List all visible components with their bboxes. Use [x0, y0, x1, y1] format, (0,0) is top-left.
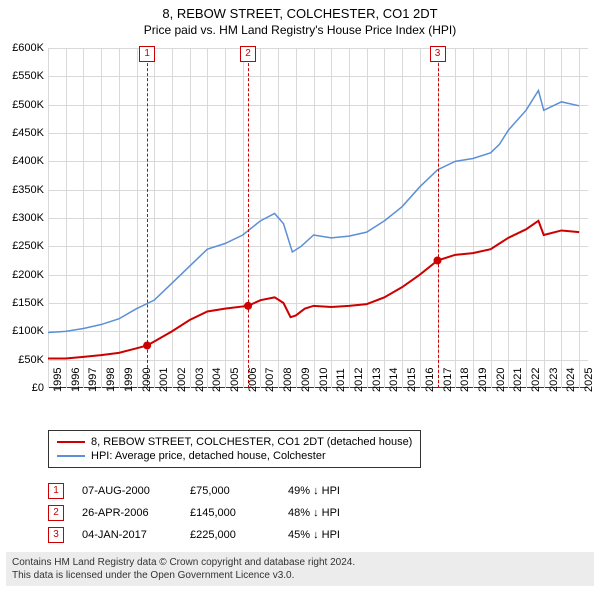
- legend-item-property: 8, REBOW STREET, COLCHESTER, CO1 2DT (de…: [57, 435, 412, 449]
- x-tick-label: 2022: [530, 368, 542, 392]
- table-row: 1 07-AUG-2000 £75,000 49% ↓ HPI: [48, 480, 340, 502]
- x-tick-label: 1997: [87, 368, 99, 392]
- y-tick-label: £0: [0, 382, 44, 394]
- marker-box-2: 2: [240, 46, 256, 62]
- transaction-table: 1 07-AUG-2000 £75,000 49% ↓ HPI 2 26-APR…: [48, 480, 340, 546]
- x-tick-label: 2015: [406, 368, 418, 392]
- table-row: 3 04-JAN-2017 £225,000 45% ↓ HPI: [48, 524, 340, 546]
- x-tick-label: 2024: [565, 368, 577, 392]
- row-delta: 48% ↓ HPI: [288, 507, 340, 519]
- chart-container: 8, REBOW STREET, COLCHESTER, CO1 2DT Pri…: [0, 0, 600, 590]
- line-chart-svg: [48, 48, 588, 388]
- marker-vline-3: [438, 48, 439, 388]
- x-tick-label: 2009: [300, 368, 312, 392]
- x-tick-label: 2020: [495, 368, 507, 392]
- legend-item-hpi: HPI: Average price, detached house, Colc…: [57, 449, 412, 463]
- x-tick-label: 2012: [353, 368, 365, 392]
- y-tick-label: £550K: [0, 70, 44, 82]
- y-tick-label: £200K: [0, 269, 44, 281]
- row-marker-1: 1: [48, 483, 64, 499]
- title-line-1: 8, REBOW STREET, COLCHESTER, CO1 2DT: [0, 6, 600, 21]
- legend-swatch-hpi: [57, 455, 85, 457]
- y-tick-label: £400K: [0, 155, 44, 167]
- series-line-property: [48, 221, 579, 359]
- y-tick-label: £250K: [0, 240, 44, 252]
- x-tick-label: 2014: [388, 368, 400, 392]
- x-tick-label: 2000: [141, 368, 153, 392]
- x-tick-label: 2023: [548, 368, 560, 392]
- legend-box: 8, REBOW STREET, COLCHESTER, CO1 2DT (de…: [48, 430, 421, 468]
- x-tick-label: 2021: [512, 368, 524, 392]
- y-tick-label: £150K: [0, 297, 44, 309]
- x-tick-label: 1999: [123, 368, 135, 392]
- row-marker-3: 3: [48, 527, 64, 543]
- series-line-hpi: [48, 91, 579, 333]
- x-tick-label: 2007: [264, 368, 276, 392]
- marker-box-3: 3: [430, 46, 446, 62]
- row-delta: 49% ↓ HPI: [288, 485, 340, 497]
- y-tick-label: £600K: [0, 42, 44, 54]
- y-tick-label: £50K: [0, 354, 44, 366]
- attribution-footer: Contains HM Land Registry data © Crown c…: [6, 552, 594, 586]
- row-price: £145,000: [190, 507, 270, 519]
- x-tick-label: 2003: [194, 368, 206, 392]
- x-tick-label: 1996: [70, 368, 82, 392]
- x-tick-label: 2017: [442, 368, 454, 392]
- row-date: 07-AUG-2000: [82, 485, 172, 497]
- x-tick-label: 2019: [477, 368, 489, 392]
- x-tick-label: 2001: [158, 368, 170, 392]
- row-delta: 45% ↓ HPI: [288, 529, 340, 541]
- title-line-2: Price paid vs. HM Land Registry's House …: [0, 23, 600, 37]
- x-tick-label: 2018: [459, 368, 471, 392]
- x-tick-label: 2011: [335, 368, 347, 392]
- footer-line-2: This data is licensed under the Open Gov…: [12, 569, 588, 582]
- legend-swatch-property: [57, 441, 85, 443]
- y-tick-label: £100K: [0, 325, 44, 337]
- footer-line-1: Contains HM Land Registry data © Crown c…: [12, 556, 588, 569]
- x-tick-label: 2016: [424, 368, 436, 392]
- x-tick-label: 1995: [52, 368, 64, 392]
- x-tick-label: 2004: [211, 368, 223, 392]
- plot-area: 1 2 3: [48, 48, 588, 388]
- marker-vline-2: [248, 48, 249, 388]
- row-price: £75,000: [190, 485, 270, 497]
- row-marker-2: 2: [48, 505, 64, 521]
- x-tick-label: 2025: [583, 368, 595, 392]
- y-tick-label: £300K: [0, 212, 44, 224]
- x-tick-label: 2010: [318, 368, 330, 392]
- y-tick-label: £450K: [0, 127, 44, 139]
- x-tick-label: 2005: [229, 368, 241, 392]
- y-tick-label: £350K: [0, 184, 44, 196]
- row-date: 04-JAN-2017: [82, 529, 172, 541]
- x-tick-label: 2008: [282, 368, 294, 392]
- chart-titles: 8, REBOW STREET, COLCHESTER, CO1 2DT Pri…: [0, 0, 600, 37]
- y-tick-label: £500K: [0, 99, 44, 111]
- x-tick-label: 1998: [105, 368, 117, 392]
- marker-vline-1: [147, 48, 148, 388]
- marker-box-1: 1: [139, 46, 155, 62]
- row-price: £225,000: [190, 529, 270, 541]
- x-tick-label: 2002: [176, 368, 188, 392]
- row-date: 26-APR-2006: [82, 507, 172, 519]
- table-row: 2 26-APR-2006 £145,000 48% ↓ HPI: [48, 502, 340, 524]
- x-tick-label: 2013: [371, 368, 383, 392]
- legend-label-hpi: HPI: Average price, detached house, Colc…: [91, 450, 326, 462]
- legend-label-property: 8, REBOW STREET, COLCHESTER, CO1 2DT (de…: [91, 436, 412, 448]
- x-tick-label: 2006: [247, 368, 259, 392]
